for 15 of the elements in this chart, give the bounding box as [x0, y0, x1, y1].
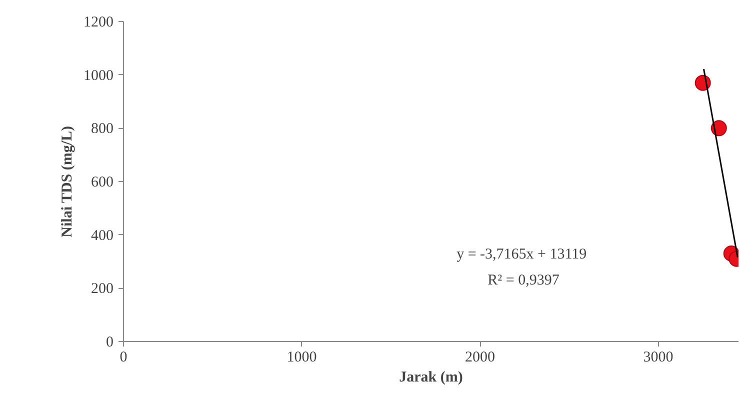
y-tick-label: 1000 — [84, 68, 114, 84]
x-axis-title: Jarak (m) — [399, 370, 463, 386]
x-tick-label: 2000 — [465, 350, 496, 366]
x-tick-label: 1000 — [286, 350, 317, 366]
y-tick-label: 0 — [106, 334, 114, 350]
y-tick-label: 400 — [91, 228, 114, 244]
x-tick-label: 3000 — [643, 350, 674, 366]
y-tick-label: 1200 — [84, 14, 114, 30]
annotation: y = -3,7165x + 13119 — [456, 246, 587, 262]
y-tick-label: 600 — [91, 174, 114, 190]
x-tick-label: 0 — [120, 350, 128, 366]
y-tick-label: 200 — [91, 281, 114, 298]
y-tick-label: 800 — [91, 121, 114, 138]
y-axis-title: Nilai TDS (mg/L) — [60, 126, 76, 238]
annotation: R² = 0,9397 — [488, 272, 560, 288]
